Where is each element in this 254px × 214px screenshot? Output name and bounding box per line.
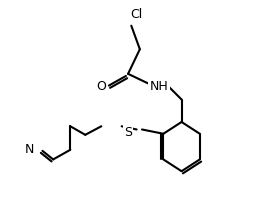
Text: Cl: Cl: [131, 9, 143, 21]
Text: S: S: [124, 126, 132, 139]
Text: O: O: [96, 80, 106, 93]
Text: N: N: [25, 143, 34, 156]
Text: NH: NH: [150, 80, 168, 93]
